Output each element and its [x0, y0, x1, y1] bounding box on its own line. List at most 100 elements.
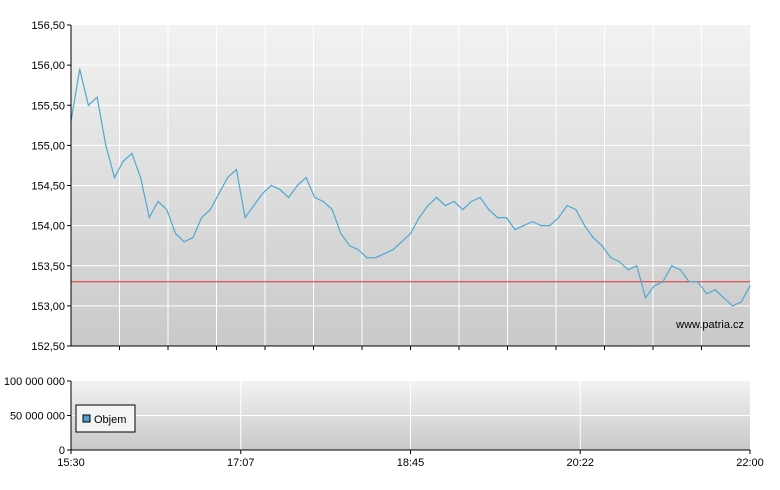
price-y-tick-label: 153,00 — [31, 301, 65, 313]
price-gridlines — [71, 25, 750, 350]
price-data-point — [453, 200, 455, 203]
price-data-point — [305, 176, 307, 179]
price-data-point — [592, 237, 594, 239]
price-y-ticks: 152,50 153,00 153,50 154,00 154,50 155,00 155,… — [31, 20, 71, 353]
price-data-point — [174, 233, 177, 235]
price-data-point — [244, 217, 246, 219]
price-y-tick-label: 155,50 — [31, 100, 65, 112]
price-data-point — [470, 200, 472, 203]
price-data-point — [601, 245, 603, 247]
price-data-point — [618, 261, 621, 263]
price-data-point — [636, 265, 638, 267]
price-data-point — [279, 188, 281, 191]
volume-x-tick-label: 15:30 — [57, 457, 85, 469]
price-data-point — [749, 285, 751, 287]
volume-x-ticks: 15:30 17:07 18:45 20:22 22:00 — [57, 450, 764, 469]
price-data-point — [497, 217, 499, 219]
price-data-point — [314, 196, 316, 199]
price-data-point — [349, 245, 351, 247]
price-data-point — [183, 241, 185, 243]
price-data-point — [436, 196, 438, 199]
price-data-point — [270, 184, 272, 187]
price-data-point — [531, 221, 534, 223]
price-data-point — [209, 209, 211, 211]
volume-x-tick-label: 22:00 — [736, 457, 764, 469]
price-data-point — [479, 196, 481, 199]
price-y-tick-label: 154,00 — [31, 221, 65, 233]
price-data-point — [697, 281, 699, 283]
price-data-point — [87, 104, 89, 106]
volume-x-tick-label: 17:07 — [227, 457, 255, 469]
volume-panel: 0 50 000 000 100 000 000 15:30 17:07 18:45 20… — [4, 376, 764, 469]
price-data-point — [105, 144, 107, 146]
price-data-point — [140, 176, 142, 179]
price-data-point — [557, 217, 560, 219]
price-data-point — [366, 257, 368, 259]
price-data-point — [610, 257, 612, 259]
price-data-point — [288, 196, 290, 199]
price-data-point — [418, 217, 420, 219]
volume-legend: Objem — [75, 404, 136, 433]
price-data-point — [409, 233, 412, 235]
price-data-point — [261, 192, 264, 195]
price-y-tick-label: 156,00 — [31, 60, 65, 72]
volume-gridlines — [71, 381, 750, 450]
price-y-tick-label: 154,50 — [31, 181, 65, 193]
price-data-point — [227, 176, 229, 179]
price-data-point — [540, 225, 542, 227]
price-y-tick-label: 156,50 — [31, 20, 65, 32]
price-data-point — [505, 217, 507, 219]
price-y-tick-label: 153,50 — [31, 261, 65, 273]
price-data-point — [566, 205, 568, 207]
price-data-point — [644, 297, 647, 299]
price-data-point — [705, 293, 708, 295]
volume-y-tick-label: 0 — [59, 445, 65, 457]
price-data-point — [166, 209, 168, 211]
price-data-point — [340, 233, 342, 235]
price-data-point — [523, 225, 525, 227]
price-data-point — [444, 205, 446, 207]
watermark: www.patria.cz — [675, 319, 744, 331]
price-y-tick-label: 155,00 — [31, 140, 65, 152]
price-data-point — [122, 160, 124, 162]
volume-y-tick-label: 50 000 000 — [10, 411, 65, 423]
price-data-point — [79, 68, 81, 70]
price-data-point — [192, 237, 194, 239]
price-data-point — [235, 168, 237, 171]
price-data-point — [514, 229, 516, 231]
price-data-point — [714, 289, 716, 291]
price-data-point — [253, 205, 255, 207]
price-data-point — [671, 265, 673, 267]
price-data-point — [96, 96, 98, 98]
volume-y-tick-label: 100 000 000 — [4, 376, 65, 388]
price-data-point — [218, 192, 220, 195]
legend-swatch — [82, 414, 91, 423]
price-data-point — [113, 176, 116, 179]
price-data-point — [740, 301, 742, 303]
price-data-point — [732, 305, 734, 307]
price-data-point — [575, 209, 577, 211]
price-data-point — [131, 152, 133, 154]
price-data-point — [549, 225, 551, 227]
price-data-point — [427, 205, 429, 207]
price-data-point — [653, 285, 655, 287]
price-data-point — [462, 209, 464, 211]
price-data-point — [296, 184, 298, 187]
price-data-point — [157, 200, 159, 203]
price-data-point — [331, 209, 333, 211]
price-data-point — [662, 281, 664, 283]
price-y-tick-label: 152,50 — [31, 341, 65, 353]
volume-x-tick-label: 20:22 — [566, 457, 594, 469]
price-data-point — [322, 200, 324, 203]
volume-y-ticks: 0 50 000 000 100 000 000 — [4, 376, 71, 457]
price-data-point — [392, 249, 394, 251]
price-data-point — [383, 253, 385, 255]
price-data-point — [723, 297, 725, 299]
price-data-point — [627, 269, 629, 271]
price-data-point — [201, 217, 203, 219]
volume-x-tick-label: 18:45 — [397, 457, 425, 469]
price-data-point — [488, 209, 490, 211]
price-data-point — [584, 225, 586, 227]
